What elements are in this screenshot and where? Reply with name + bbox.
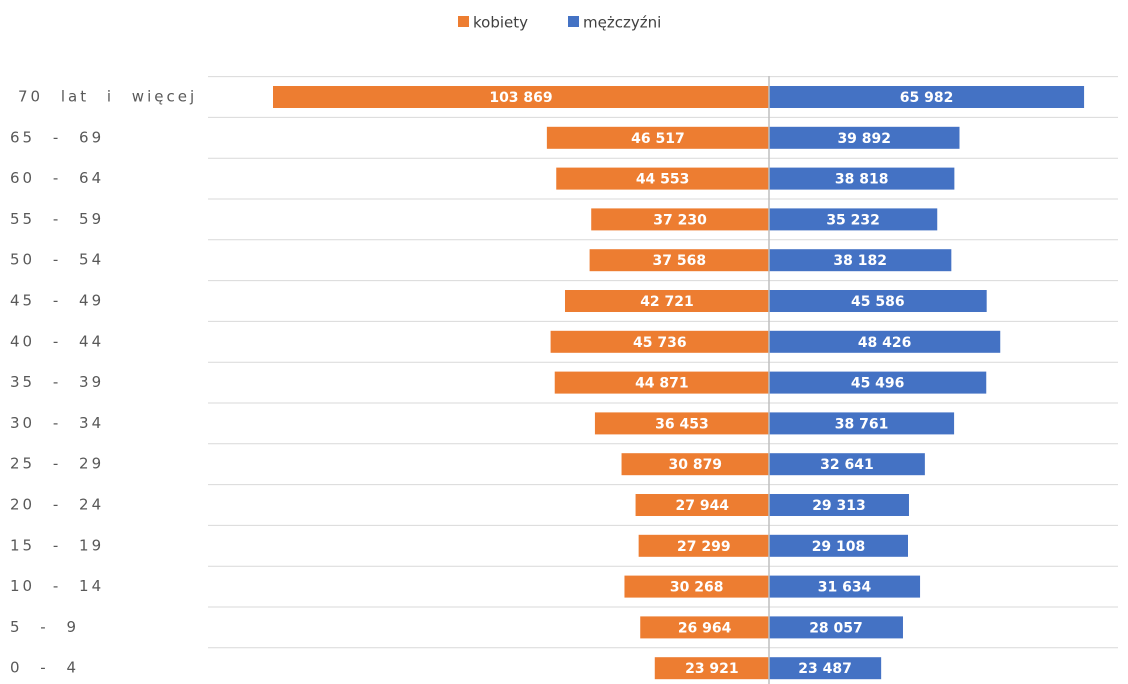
value-label: 30 879	[668, 457, 722, 473]
category-label: 45 - 49	[10, 292, 104, 310]
value-label: 27 944	[675, 498, 729, 514]
category-label: 5 - 9	[10, 618, 79, 636]
bar	[550, 330, 769, 353]
value-label: 31 634	[818, 580, 872, 596]
value-label: 38 818	[835, 172, 889, 188]
bar	[769, 290, 987, 312]
value-label: 44 553	[636, 172, 690, 188]
value-label: 23 921	[685, 661, 739, 677]
legend-swatch	[458, 16, 469, 27]
bar	[769, 575, 921, 598]
bar	[769, 657, 882, 680]
value-label: 38 761	[835, 416, 889, 432]
bar	[638, 534, 769, 557]
value-label: 30 268	[670, 580, 724, 596]
bar	[769, 412, 955, 435]
bar	[591, 208, 769, 231]
category-label: 65 - 69	[10, 128, 104, 146]
value-label: 38 182	[833, 253, 887, 269]
bar	[556, 167, 769, 190]
bar	[769, 534, 908, 557]
category-label: 50 - 54	[10, 251, 104, 269]
category-label: 60 - 64	[10, 169, 104, 187]
legend-label: kobiety	[473, 14, 528, 32]
bar	[769, 249, 952, 272]
category-label: 0 - 4	[10, 659, 79, 677]
bar	[769, 371, 987, 394]
bar	[273, 86, 769, 108]
bar	[769, 330, 1001, 353]
value-label: 37 568	[653, 253, 707, 269]
value-label: 29 313	[812, 498, 866, 514]
bar	[654, 657, 769, 680]
value-label: 37 230	[653, 212, 707, 228]
category-label: 10 - 14	[10, 577, 104, 595]
value-label: 36 453	[655, 416, 709, 432]
value-label: 44 871	[635, 376, 689, 392]
bar	[769, 208, 938, 231]
value-label: 26 964	[678, 620, 732, 636]
bar	[624, 575, 769, 598]
category-label: 35 - 39	[10, 373, 104, 391]
category-label: 20 - 24	[10, 496, 104, 514]
bar	[635, 494, 769, 516]
bar	[769, 167, 955, 190]
bar	[621, 453, 769, 476]
bar	[769, 616, 903, 639]
value-label: 103 869	[489, 90, 552, 106]
category-label: 70 lat i więcej	[18, 88, 197, 106]
value-label: 45 496	[851, 376, 905, 392]
bar	[769, 126, 960, 149]
bar	[769, 494, 909, 516]
category-label: 40 - 44	[10, 332, 104, 350]
category-label: 15 - 19	[10, 536, 104, 554]
value-label: 27 299	[677, 539, 731, 555]
bar	[769, 453, 925, 476]
category-label: 30 - 34	[10, 414, 104, 432]
value-label: 45 586	[851, 294, 905, 310]
value-label: 28 057	[809, 620, 863, 636]
bar	[554, 371, 769, 394]
bar	[640, 616, 769, 639]
value-label: 29 108	[812, 539, 866, 555]
value-label: 23 487	[798, 661, 852, 677]
legend-label: mężczyźni	[583, 14, 661, 32]
value-label: 35 232	[826, 212, 880, 228]
bar	[564, 290, 769, 312]
value-label: 46 517	[631, 131, 685, 147]
bar	[594, 412, 769, 435]
value-label: 32 641	[820, 457, 874, 473]
value-label: 39 892	[837, 131, 891, 147]
value-label: 45 736	[633, 335, 687, 351]
value-label: 65 982	[900, 90, 954, 106]
bar	[769, 86, 1085, 108]
legend-swatch	[568, 16, 579, 27]
category-label: 55 - 59	[10, 210, 104, 228]
value-label: 48 426	[858, 335, 912, 351]
bar	[589, 249, 769, 272]
bar	[546, 126, 769, 149]
value-label: 42 721	[640, 294, 694, 310]
category-label: 25 - 29	[10, 455, 104, 473]
